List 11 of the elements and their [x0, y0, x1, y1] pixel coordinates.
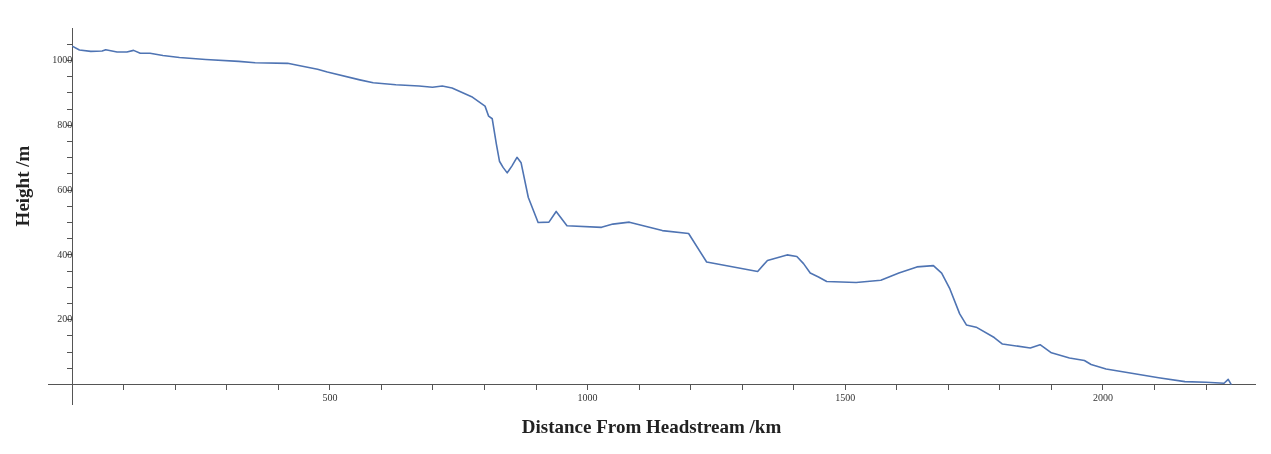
y-tick-label: 400	[57, 248, 73, 260]
x-tick-label: 500	[322, 392, 338, 404]
x-tick-label: 1500	[835, 392, 856, 404]
y-tick-label: 600	[57, 183, 73, 195]
x-axis-title: Distance From Headstream /km	[521, 415, 782, 437]
x-tick-label: 2000	[1092, 392, 1113, 404]
y-tick-label: 1000	[52, 54, 73, 66]
y-tick-label: 200	[57, 313, 73, 325]
y-axis-title: Height /m	[11, 145, 33, 227]
x-tick-label: 1000	[577, 392, 598, 404]
y-tick-label: 800	[57, 118, 73, 130]
